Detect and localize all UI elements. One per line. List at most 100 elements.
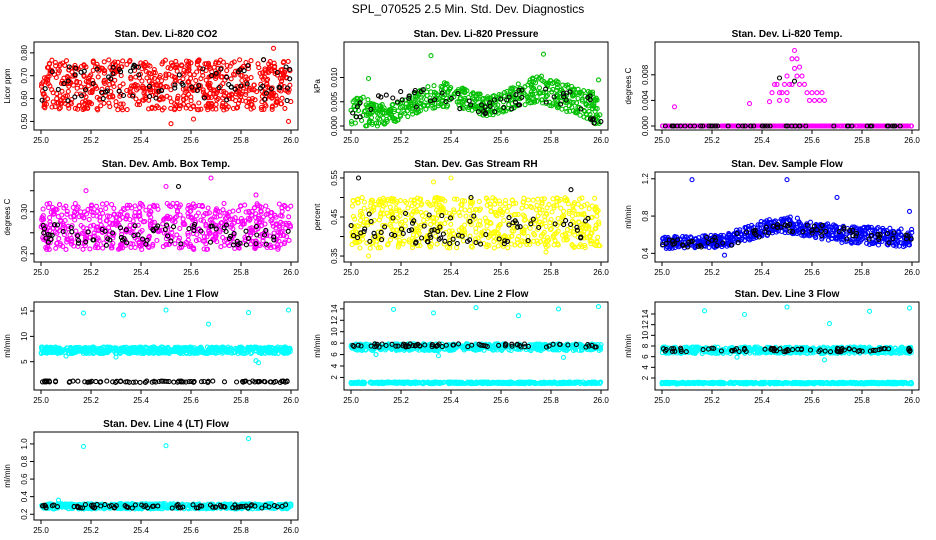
data-point [257, 70, 263, 76]
data-point [89, 378, 95, 384]
x-tick-label: 25.4 [754, 136, 770, 145]
data-point [537, 75, 543, 81]
data-point [218, 74, 224, 80]
data-point [73, 210, 80, 217]
data-point [276, 87, 282, 93]
data-point [409, 220, 416, 226]
data-point [555, 215, 561, 222]
data-point [173, 103, 179, 109]
data-point [181, 97, 187, 103]
data-point [844, 236, 850, 242]
data-point [704, 234, 710, 240]
data-point [263, 90, 269, 96]
data-point [272, 212, 278, 218]
data-point [283, 233, 290, 240]
data-point [669, 123, 675, 129]
data-point [677, 236, 683, 242]
data-point [447, 215, 454, 221]
data-point [511, 228, 517, 234]
data-point [52, 104, 58, 110]
y-tick-label: 0.45 [330, 209, 339, 225]
y-axis-label: percent [313, 203, 322, 230]
data-point [150, 344, 156, 350]
data-point [224, 74, 230, 80]
data-point [826, 224, 832, 230]
data-point [70, 204, 76, 211]
data-point [406, 228, 412, 234]
data-point [270, 45, 277, 51]
data-point [563, 217, 569, 224]
data-point [429, 227, 435, 233]
data-point [791, 78, 798, 84]
data-point [875, 224, 881, 231]
data-point [438, 195, 444, 202]
data-point [204, 350, 210, 356]
data-point [769, 90, 775, 96]
data-point [147, 93, 153, 100]
data-point [885, 123, 891, 129]
x-tick-label: 25.4 [133, 136, 149, 145]
data-point [463, 213, 469, 219]
data-point [282, 239, 288, 245]
data-point [504, 97, 510, 103]
y-tick-label: 0.008 [641, 64, 650, 85]
data-point [519, 227, 525, 234]
data-point [396, 208, 402, 214]
data-point [469, 244, 475, 250]
data-point [783, 123, 789, 129]
data-point [401, 238, 407, 244]
data-point [54, 222, 61, 228]
data-point [525, 238, 531, 244]
data-point [509, 197, 515, 203]
data-point [156, 347, 162, 353]
data-point [70, 378, 76, 384]
data-point [487, 103, 493, 109]
data-point [254, 232, 260, 238]
series-black-2 [348, 175, 591, 247]
x-tick-label: 25.0 [33, 396, 49, 405]
data-point [207, 239, 214, 245]
data-point [160, 378, 166, 384]
data-point [462, 90, 468, 96]
data-point [101, 70, 107, 76]
data-point [75, 66, 81, 72]
data-point [160, 96, 166, 102]
data-point [447, 86, 453, 92]
data-point [574, 227, 580, 233]
data-point [468, 243, 474, 249]
data-point [207, 230, 213, 236]
data-point [819, 90, 825, 96]
data-point [871, 240, 878, 246]
data-point [252, 97, 258, 103]
data-point [218, 244, 224, 250]
data-point [762, 123, 768, 129]
data-point [368, 106, 374, 112]
data-point [236, 92, 242, 98]
data-point [571, 222, 577, 228]
data-point [216, 85, 222, 91]
data-point [166, 379, 172, 385]
data-point [376, 217, 382, 223]
y-axis-label: kPa [313, 79, 322, 93]
data-point [841, 226, 847, 232]
data-point [163, 307, 169, 313]
data-point [283, 220, 289, 226]
data-point [185, 232, 191, 239]
data-point [689, 123, 695, 129]
x-tick-label: 25.0 [33, 268, 49, 277]
data-point [251, 82, 257, 88]
data-point [62, 347, 68, 353]
data-point [135, 64, 141, 70]
data-point [551, 94, 557, 100]
data-point [680, 242, 686, 249]
data-point [247, 216, 253, 222]
data-point [598, 119, 604, 125]
data-point [83, 94, 89, 100]
data-point [54, 240, 60, 246]
data-point [115, 107, 121, 113]
data-point [774, 221, 781, 228]
data-point [687, 123, 693, 129]
data-point [376, 120, 382, 126]
data-point [564, 108, 570, 115]
data-point [57, 61, 63, 67]
